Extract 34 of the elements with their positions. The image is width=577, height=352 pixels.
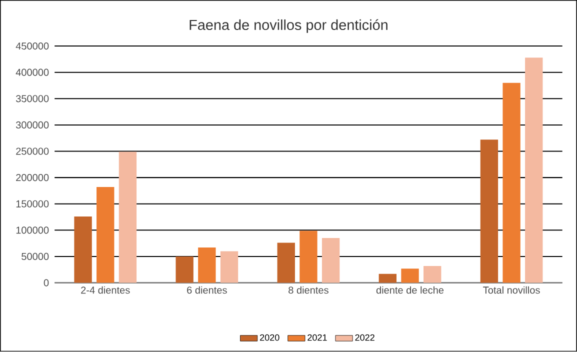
legend-label: 2020 [260,334,280,341]
y-tick-label: 450000 [16,42,49,50]
y-tick-label: 250000 [16,148,49,155]
bar [480,140,498,283]
y-tick-label: 100000 [16,226,49,234]
bar [322,238,340,283]
bar [424,266,442,283]
x-tick-label: Total novillos [483,286,540,294]
legend-label: 2022 [355,334,374,341]
bar [220,251,238,283]
x-tick-label: 2-4 dientes [81,286,130,294]
chart-title: Faena de novillos por dentición [190,19,388,34]
y-tick-label: 200000 [16,174,49,182]
y-tick-label: 300000 [16,122,49,129]
y-tick-label: 350000 [16,95,49,102]
bar [176,256,194,283]
bar [118,152,137,283]
bar [300,230,318,283]
bar [277,242,295,283]
bar [502,83,520,283]
bar [74,216,92,283]
y-tick-label: 50000 [22,253,49,260]
bar [96,187,114,283]
legend-label: 2021 [308,334,327,341]
x-tick-label: 6 dientes [187,286,227,294]
bar [198,248,216,283]
y-tick-label: 0 [44,279,49,286]
bar [378,274,397,283]
x-tick-label: 8 dientes [288,286,328,294]
bar [401,268,419,283]
y-tick-label: 400000 [16,68,49,76]
x-tick-label: diente de leche [376,286,444,294]
bar [525,58,543,283]
y-tick-label: 150000 [16,200,49,208]
